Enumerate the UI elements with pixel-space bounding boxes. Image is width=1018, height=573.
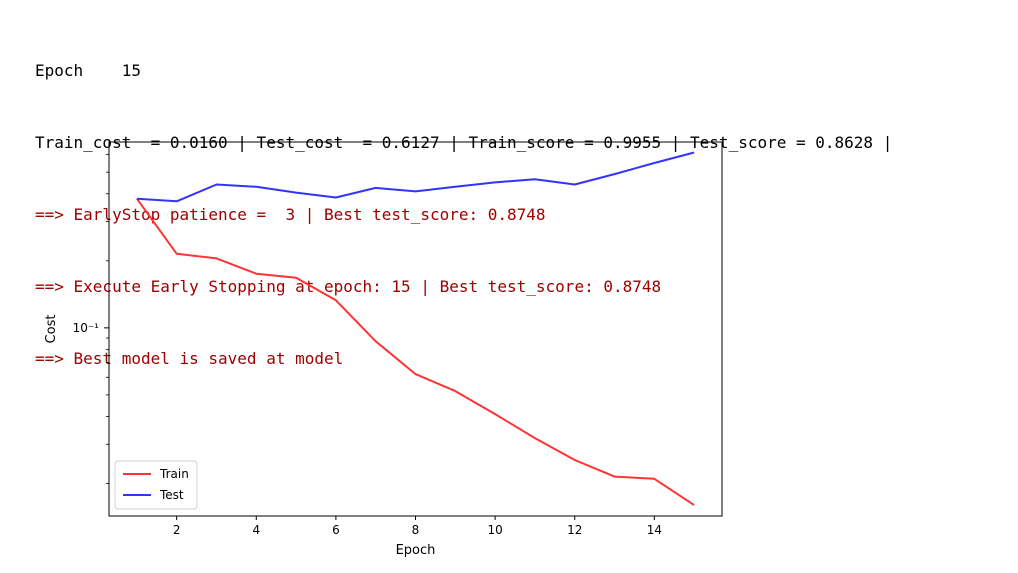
x-tick-label-2: 2 bbox=[173, 523, 181, 537]
x-tick-label-4: 4 bbox=[252, 523, 260, 537]
x-tick-label-12: 12 bbox=[567, 523, 582, 537]
y-axis-label: Cost bbox=[44, 315, 59, 344]
y-tick-label: 10⁻¹ bbox=[73, 321, 100, 335]
x-tick-label-14: 14 bbox=[647, 523, 662, 537]
x-tick-label-6: 6 bbox=[332, 523, 340, 537]
plot-frame bbox=[109, 142, 722, 516]
x-tick-label-10: 10 bbox=[487, 523, 502, 537]
legend-label-test: Test bbox=[159, 488, 184, 502]
legend-label-train: Train bbox=[159, 467, 189, 481]
x-tick-label-8: 8 bbox=[412, 523, 420, 537]
x-axis-label: Epoch bbox=[396, 543, 436, 558]
series-line-test bbox=[137, 153, 694, 202]
series-line-train bbox=[137, 199, 694, 505]
